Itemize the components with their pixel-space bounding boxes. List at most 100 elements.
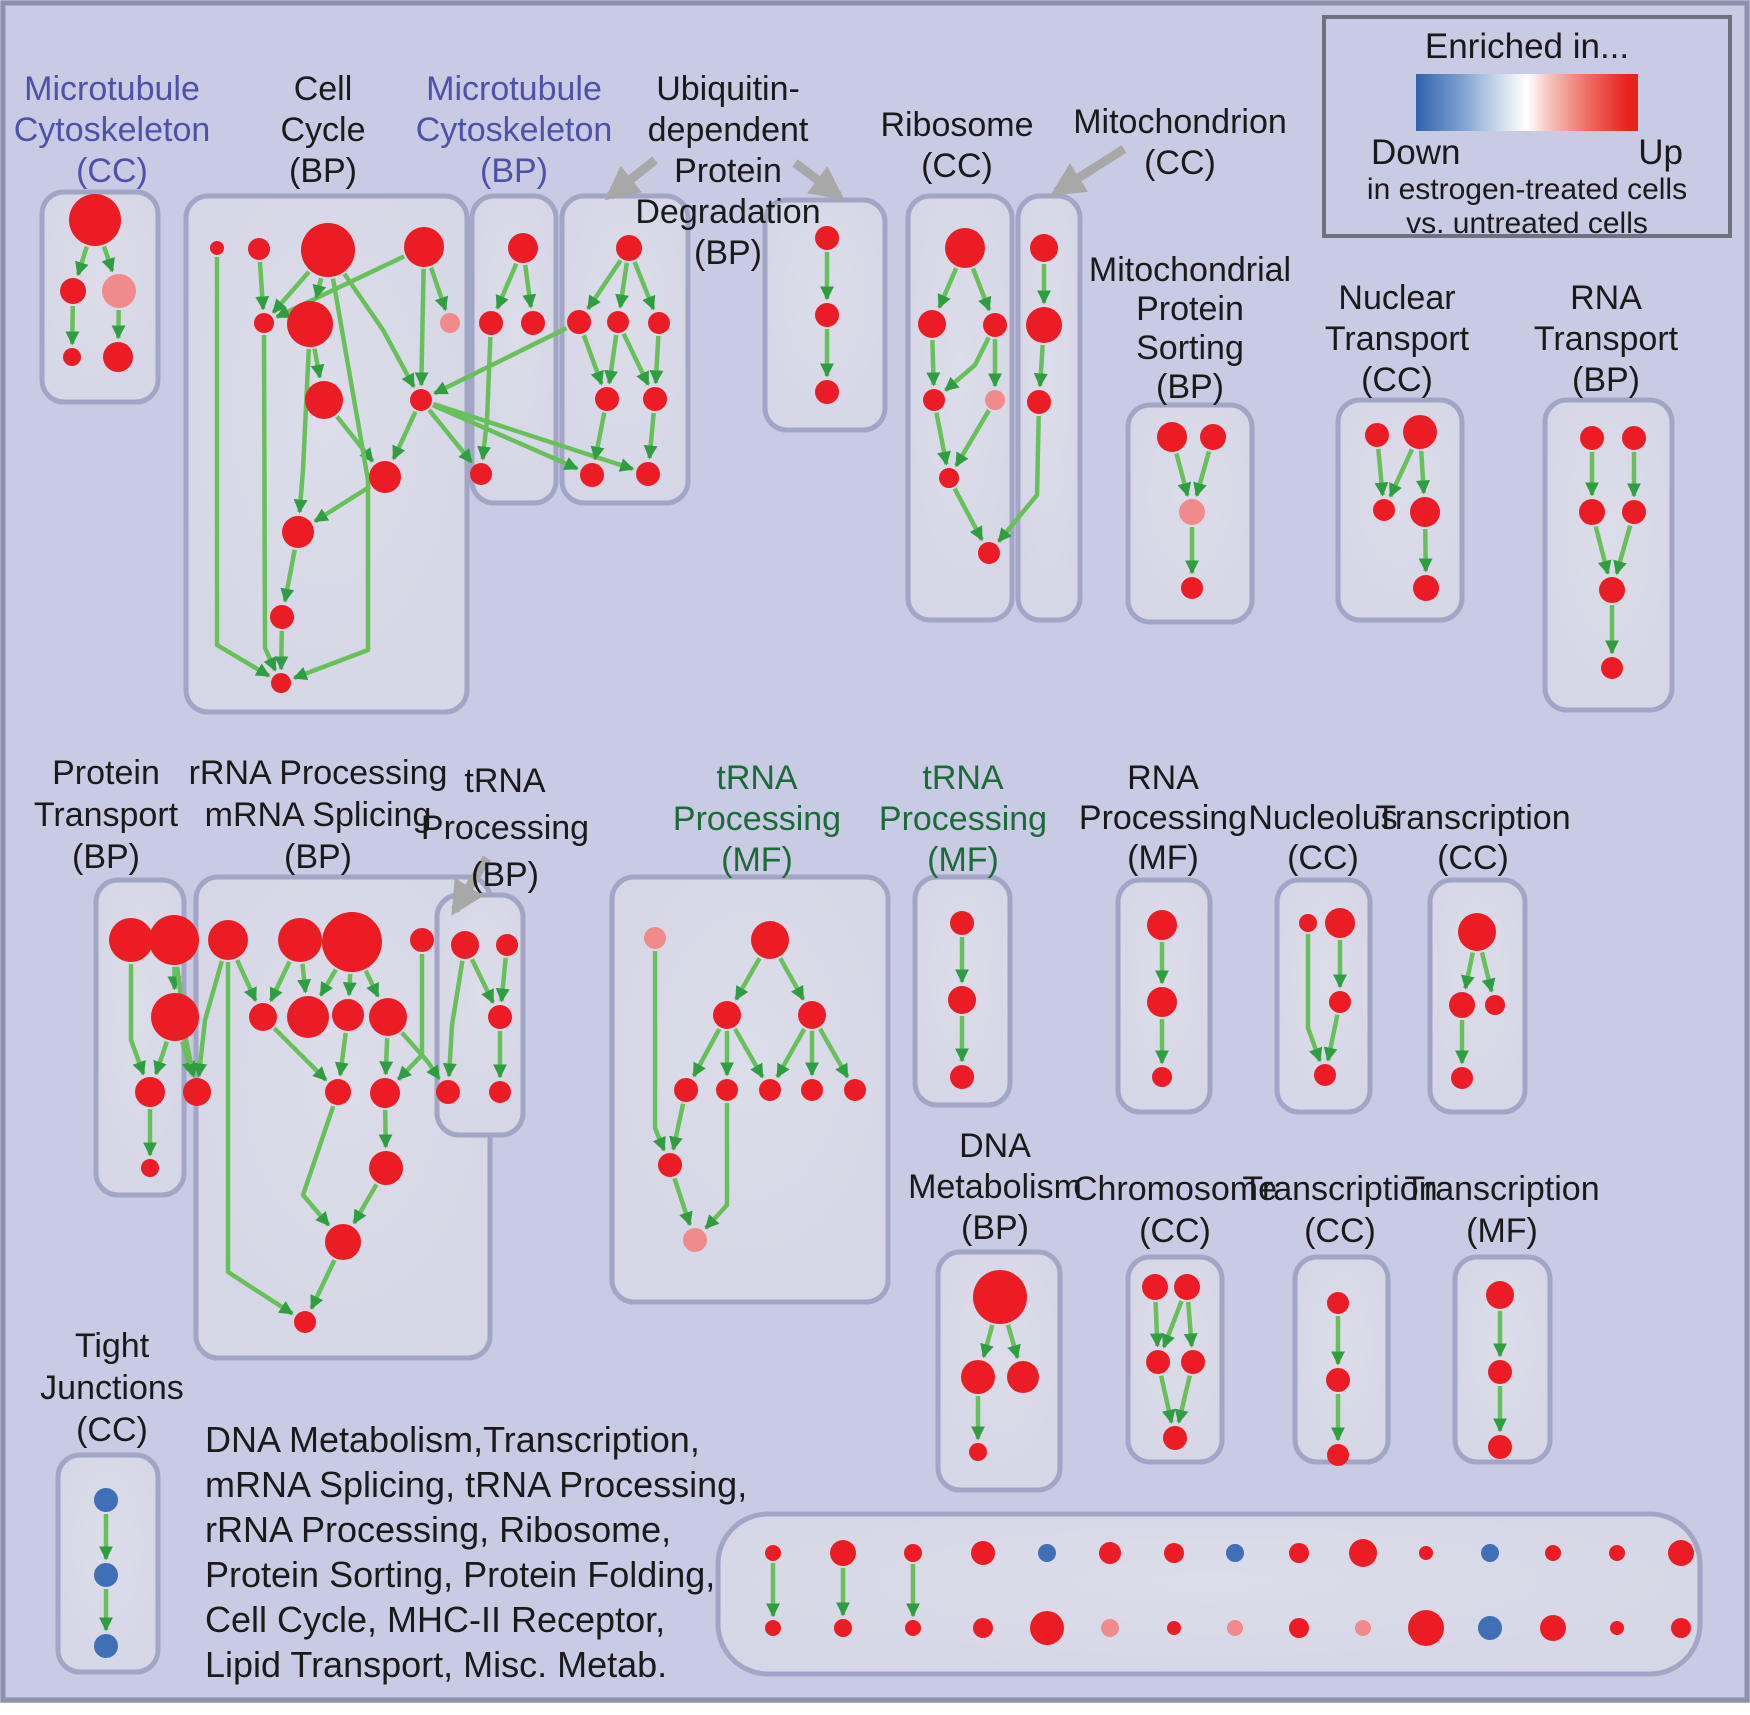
- go-term-node-mtcc_d: [63, 348, 81, 366]
- edge-tmf_m10-tmf_m11: [672, 1177, 693, 1227]
- ubiquitin-pointer-left-arrow-icon: [604, 156, 658, 201]
- go-term-node-rnap_3: [1152, 1067, 1172, 1087]
- legend-subtitle-2: vs. untreated cells: [1406, 207, 1648, 240]
- edge-ribo_b5-ribo_b6: [954, 409, 991, 468]
- edge-rrna_r3-rrna_r7: [342, 973, 357, 997]
- go-term-node-misc-bottom-7: [1167, 1621, 1181, 1635]
- edge-cc_c-cc_h: [342, 272, 416, 389]
- go-term-node-ubiL_u6: [643, 387, 667, 411]
- edge-chr_2-chr_4: [1183, 1301, 1198, 1348]
- go-term-node-misc-bottom-14: [1610, 1621, 1624, 1635]
- edge-mtcc_a-mtcc_c: [101, 245, 115, 273]
- go-term-node-tmfs_3: [950, 1065, 974, 1089]
- edge-tmf_m1-tmf_m10: [652, 951, 667, 1152]
- go-term-node-mito_t1: [1030, 234, 1058, 262]
- go-term-node-ubiL_u1: [616, 235, 642, 261]
- label-chromosome-cc: Chromosome (CC): [1073, 1170, 1277, 1250]
- label-mitochondrial-protein-sorting-bp: Mitochondrial Protein Sorting (BP): [1089, 251, 1291, 406]
- go-term-node-cc_m: [271, 673, 291, 693]
- edge-cc_h-ubiL_u7: [431, 403, 579, 471]
- go-term-node-misc-bottom-4: [973, 1618, 993, 1638]
- go-term-node-tmf_m5: [674, 1078, 698, 1102]
- legend-title: Enriched in...: [1424, 27, 1630, 66]
- go-term-node-misc-bottom-3: [905, 1620, 921, 1636]
- go-term-node-cc_h: [410, 389, 432, 411]
- go-term-node-rrna_r5: [249, 1003, 277, 1031]
- edge-mito_t2-mito_t3: [1033, 344, 1048, 388]
- go-term-node-misc-bottom-5: [1030, 1611, 1064, 1645]
- go-term-node-dna_2: [961, 1360, 995, 1394]
- edge-ubiL_u2-cc_h: [433, 326, 568, 396]
- go-term-node-nucl_1: [1299, 914, 1317, 932]
- go-term-node-ubiL_u3: [607, 311, 629, 333]
- legend-gradient-bar: [1416, 74, 1638, 131]
- edge-ubiL_u1-ubiL_u4: [632, 261, 656, 311]
- go-term-node-tj_1: [94, 1488, 118, 1512]
- go-term-node-rnat_3: [1579, 499, 1605, 525]
- edge-ubiL_u2-ubiL_u5: [581, 334, 604, 386]
- label-rna-transport-bp: RNA Transport (BP): [1534, 279, 1679, 399]
- go-term-node-misc-top-4: [971, 1541, 995, 1565]
- edge-cc_h-cc_j: [391, 410, 418, 461]
- edge-dna_1-dna_2: [980, 1324, 995, 1359]
- label-nuclear-transport-cc: Nuclear Transport (CC): [1325, 279, 1470, 399]
- edge-cc_i-cc_j: [335, 415, 375, 463]
- label-trna-processing-mf-2: tRNA Processing (MF): [879, 759, 1047, 879]
- edge-nuc_2-nuc_4: [1416, 450, 1431, 495]
- go-term-node-ribo_b7: [978, 542, 1000, 564]
- go-term-node-tmf2_3: [1488, 1435, 1512, 1459]
- go-term-node-mps_2: [1200, 424, 1226, 450]
- go-group-box-tmf2: [1452, 1254, 1553, 1465]
- go-term-node-nucl_3: [1329, 991, 1351, 1013]
- go-term-node-pt_4: [135, 1077, 165, 1107]
- go-term-node-rnat_5: [1599, 577, 1625, 603]
- go-term-node-rrna_r8: [369, 998, 407, 1036]
- edge-trbp_t1-trbp_t4: [442, 960, 465, 1078]
- edge-tmf_m4-tmf_m9: [818, 1027, 850, 1079]
- edge-ubiL_u3-ubiL_u5: [604, 334, 619, 385]
- edge-mtcc_a-mtcc_b: [75, 246, 89, 277]
- go-term-node-mtbp_r: [521, 311, 545, 335]
- edge-ubiL_u1-ubiL_u3: [615, 262, 630, 309]
- go-term-node-ribo_b1: [945, 228, 985, 268]
- edge-tmf_m2-tmf_m4: [778, 957, 806, 1001]
- go-term-node-tj_3: [94, 1634, 118, 1658]
- go-term-node-pt_1: [109, 918, 153, 962]
- go-term-node-pt_6: [141, 1159, 159, 1177]
- go-term-node-cc_i: [305, 381, 343, 419]
- edge-rnat_3-rnat_5: [1593, 525, 1612, 575]
- edge-nucl_1-nucl_4: [1305, 934, 1323, 1063]
- edge-ribo_b4-ribo_b6: [934, 412, 951, 466]
- go-term-node-tmf_m7: [759, 1079, 781, 1101]
- go-term-node-tmf_m6: [716, 1079, 738, 1101]
- edge-cc_f-cc_k: [293, 348, 312, 514]
- edge-pt_1-pt_4: [128, 964, 146, 1076]
- go-term-node-nuc_1: [1365, 423, 1389, 447]
- edge-dna_1-dna_3: [1005, 1324, 1021, 1360]
- go-group-box-misc: [715, 1511, 1703, 1677]
- label-transcription-cc-low: Transcription (CC): [1242, 1170, 1437, 1250]
- edge-cc_a-cc_m: [214, 257, 271, 678]
- go-term-node-mtbp_q: [479, 311, 503, 335]
- mitochondrion-pointer-arrow-icon: [1050, 145, 1127, 196]
- go-term-node-rnat_6: [1601, 657, 1623, 679]
- edge-mps_1-mps_3: [1174, 452, 1192, 497]
- go-term-node-ubiL_u4: [648, 312, 670, 334]
- go-term-node-misc-top-10: [1349, 1539, 1377, 1567]
- go-term-node-misc-bottom-11: [1408, 1610, 1444, 1646]
- go-term-node-mps_4: [1181, 577, 1203, 599]
- edge-mtbp_p-mtbp_q: [495, 262, 519, 310]
- edge-tmf_m2-tmf_m3: [734, 957, 762, 1001]
- go-term-node-tmf_m4: [798, 1001, 826, 1029]
- label-nucleolus-cc: Nucleolus (CC): [1248, 799, 1397, 877]
- edge-mito_t3-ribo_b7: [996, 415, 1041, 543]
- label-trna-processing-bp: tRNA Processing (BP): [421, 762, 589, 894]
- go-term-node-nucl_2: [1325, 908, 1355, 938]
- edge-rrna_r8-trbp_t4: [400, 1031, 441, 1080]
- go-term-node-ubiL_u5: [595, 387, 619, 411]
- go-term-node-mito_t3: [1027, 390, 1051, 414]
- edge-cc_e-cc_m: [261, 334, 278, 672]
- edge-cc_f-cc_i: [310, 348, 325, 379]
